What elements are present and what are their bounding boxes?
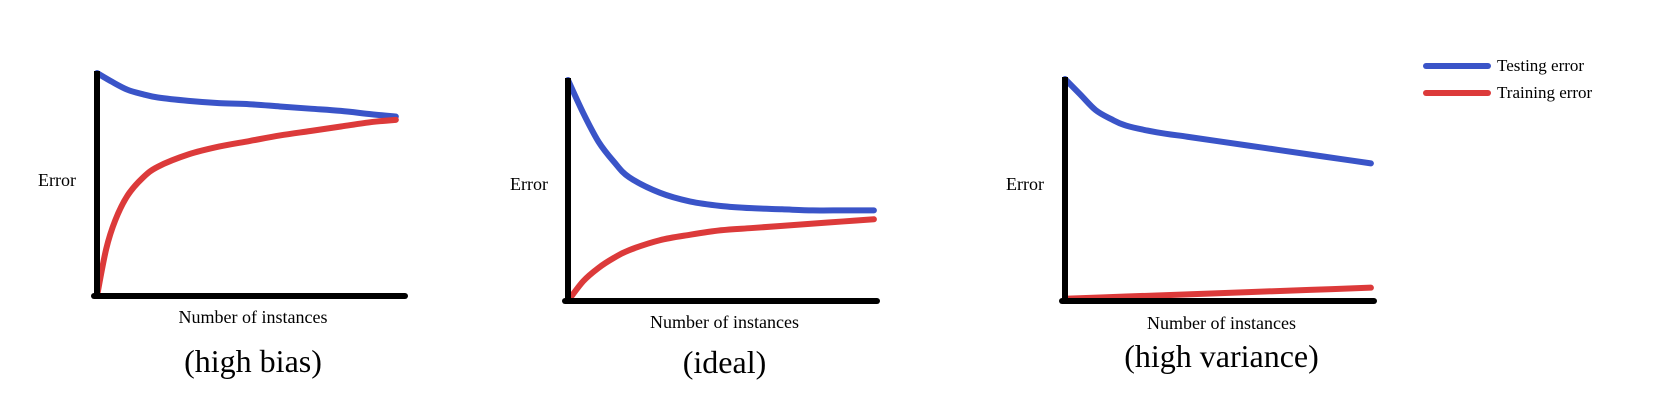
testing-error-line xyxy=(94,70,399,120)
x-axis-label: Number of instances xyxy=(179,307,328,327)
chart-panel: Error Number of instances (ideal) xyxy=(510,77,880,380)
testing-error-line xyxy=(565,77,877,214)
legend-entry: Testing error xyxy=(1423,56,1584,75)
y-axis-label: Error xyxy=(510,174,548,194)
training-error-line xyxy=(94,116,399,299)
y-axis-label: Error xyxy=(1006,174,1044,194)
x-axis-label: Number of instances xyxy=(650,312,799,332)
legend: Testing error Training error xyxy=(1423,56,1593,102)
chart-caption: (ideal) xyxy=(683,344,767,380)
legend-label: Training error xyxy=(1497,83,1593,102)
x-axis-label: Number of instances xyxy=(1147,313,1296,333)
testing-error-line xyxy=(1062,76,1374,167)
y-axis-label: Error xyxy=(38,170,76,190)
legend-label: Testing error xyxy=(1497,56,1584,75)
training-error-line xyxy=(565,216,877,304)
training-error-line xyxy=(1062,284,1374,302)
chart-caption: (high bias) xyxy=(184,343,322,379)
legend-entry: Training error xyxy=(1423,83,1593,102)
chart-panel: Error Number of instances (high variance) xyxy=(1006,76,1377,374)
chart-panel: Error Number of instances (high bias) xyxy=(38,70,408,379)
chart-caption: (high variance) xyxy=(1124,338,1319,374)
